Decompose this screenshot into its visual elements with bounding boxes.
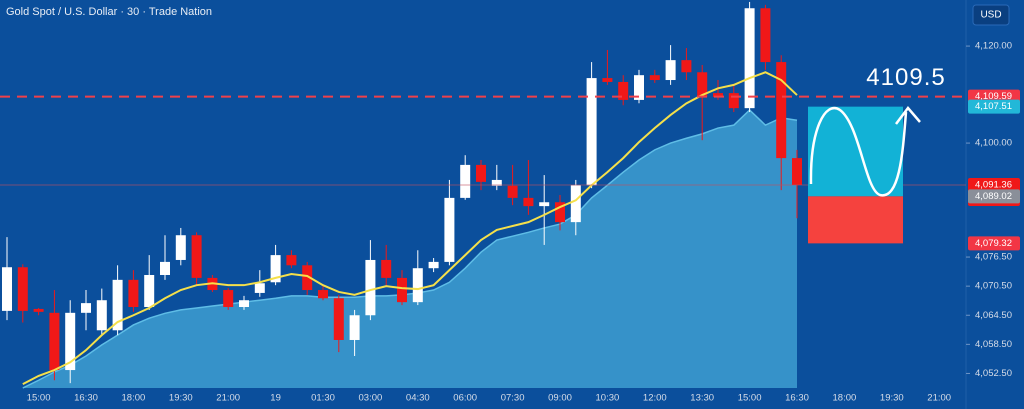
area-fill — [22, 110, 798, 388]
y-tick-label: 4,120.00 — [975, 41, 1012, 52]
candle-body — [744, 8, 755, 109]
position-target-zone — [808, 106, 903, 197]
currency-label[interactable]: USD — [980, 10, 1001, 21]
y-tick-label: 4,070.50 — [975, 281, 1012, 292]
x-tick-label: 21:00 — [216, 393, 240, 404]
candle-body — [397, 277, 407, 303]
candle-body — [191, 235, 202, 278]
candle-body — [65, 312, 76, 371]
candle-body — [460, 164, 471, 198]
chart-title: Gold Spot / U.S. Dollar · 30 · Trade Nat… — [6, 6, 212, 18]
candle-body — [318, 290, 328, 299]
candle-body — [491, 179, 502, 186]
price-label: 4,079.32 — [975, 238, 1012, 249]
price-label-box — [968, 236, 1020, 251]
candle-body — [365, 259, 376, 316]
candle-body — [539, 202, 550, 207]
candle-body — [254, 283, 265, 293]
x-tick-label: 03:00 — [359, 393, 383, 404]
candle-body — [17, 267, 28, 311]
candle-body — [81, 303, 91, 313]
price-label: 4,107.51 — [975, 101, 1012, 112]
candle-body — [349, 315, 360, 340]
candle-body — [555, 202, 565, 223]
annotation-text: 4109.5 — [866, 64, 945, 91]
candle-body — [160, 261, 170, 275]
drawn-arrow — [895, 106, 921, 125]
candle-body — [476, 164, 486, 182]
candle-body — [728, 93, 739, 109]
position-stop-zone — [808, 196, 903, 244]
y-tick-label: 4,064.50 — [975, 310, 1012, 321]
x-tick-label: 04:30 — [406, 393, 430, 404]
candle-body — [33, 308, 44, 312]
candle-body — [223, 290, 234, 308]
candle-body — [665, 60, 676, 81]
candle-body — [49, 312, 60, 371]
y-tick-label: 4,076.50 — [975, 252, 1012, 263]
x-tick-label: 06:00 — [453, 393, 477, 404]
candle-body — [776, 62, 787, 159]
x-tick-label: 01:30 — [311, 393, 335, 404]
candle-body — [128, 279, 139, 308]
candle-body — [602, 78, 613, 82]
candle-body — [428, 261, 439, 269]
x-tick-label: 19:30 — [880, 393, 904, 404]
candle-body — [523, 197, 534, 207]
candle-body — [112, 279, 123, 331]
x-tick-label: 16:30 — [785, 393, 809, 404]
x-tick-label: 19:30 — [169, 393, 193, 404]
candle-body — [286, 255, 297, 266]
moving-average-line — [22, 71, 798, 386]
x-tick-label: 18:00 — [833, 393, 857, 404]
candle-body — [634, 75, 644, 100]
price-label-box — [968, 99, 1020, 114]
y-tick-label: 4,052.50 — [975, 368, 1012, 379]
candle-body — [649, 75, 660, 81]
x-tick-label: 09:00 — [548, 393, 572, 404]
candle-body — [618, 81, 629, 100]
x-tick-label: 13:30 — [690, 393, 714, 404]
candle-body — [381, 259, 392, 278]
x-tick-label: 07:30 — [501, 393, 525, 404]
candle-body — [697, 72, 708, 97]
candle-body — [302, 265, 313, 291]
x-tick-label: 18:00 — [122, 393, 146, 404]
candle-body — [792, 158, 802, 185]
candle-body — [586, 78, 597, 186]
x-tick-label: 15:00 — [27, 393, 51, 404]
candle-body — [333, 298, 344, 340]
x-tick-label: 21:00 — [927, 393, 951, 404]
x-tick-label: 10:30 — [596, 393, 620, 404]
area-line — [22, 109, 798, 389]
x-tick-label: 12:00 — [643, 393, 667, 404]
candle-body — [760, 8, 771, 63]
currency-button[interactable] — [972, 4, 1010, 26]
candle-body — [239, 300, 249, 308]
price-label-box — [968, 189, 1020, 204]
price-label: 4,091.36 — [975, 179, 1012, 190]
price-label: 4,089.02 — [975, 191, 1012, 202]
drawn-curve — [809, 107, 908, 197]
y-tick-label: 4,100.00 — [975, 138, 1012, 149]
candle-body — [270, 255, 281, 283]
candle-body — [507, 185, 518, 198]
candle-body — [2, 267, 12, 311]
y-tick-label: 4,058.50 — [975, 339, 1012, 350]
candle-body — [713, 93, 723, 97]
candle-body — [681, 60, 692, 73]
x-tick-label: 19 — [270, 393, 281, 404]
candle-body — [144, 274, 155, 308]
candle-body — [175, 235, 186, 260]
plot: 4109.5 — [0, 1, 966, 389]
price-label: 4,109.59 — [975, 91, 1012, 102]
candle-body — [444, 197, 455, 262]
candle-body — [96, 300, 107, 331]
candle-body — [412, 268, 423, 303]
candle-body — [570, 185, 581, 223]
x-tick-label: 15:00 — [738, 393, 762, 404]
x-tick-label: 16:30 — [74, 393, 98, 404]
